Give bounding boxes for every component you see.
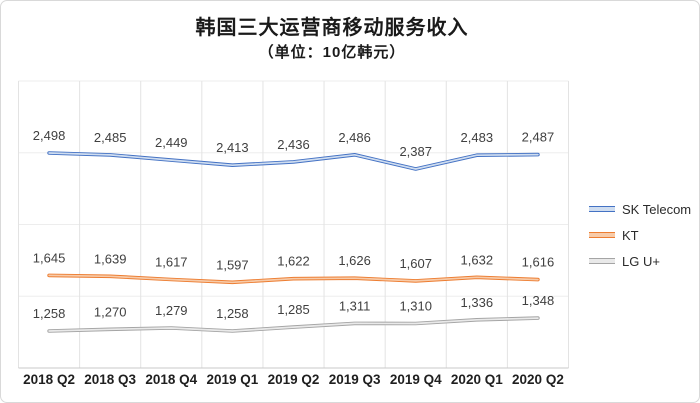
data-label: 2,413 <box>216 140 249 155</box>
x-axis-label: 2020 Q2 <box>512 372 564 387</box>
vertical-gridlines <box>18 81 569 368</box>
series-lg-u <box>47 316 540 333</box>
data-label: 1,285 <box>277 302 310 317</box>
data-labels-lg-u: 1,258 1,270 1,279 1,258 1,285 1,311 1,310 1,336… <box>33 293 554 321</box>
data-label: 2,498 <box>33 128 66 143</box>
legend-label: LG U+ <box>622 253 660 269</box>
series-line-inner-kt <box>48 274 539 284</box>
legend-item-kt: KT <box>589 222 691 248</box>
data-label: 2,436 <box>277 137 310 152</box>
data-label: 2,486 <box>338 130 371 145</box>
data-label: 2,387 <box>399 144 432 159</box>
data-label: 2,483 <box>461 130 494 145</box>
legend: SK Telecom KT LG U+ <box>589 196 691 274</box>
data-label: 2,449 <box>155 135 188 150</box>
data-label: 1,279 <box>155 303 188 318</box>
data-label: 1,270 <box>94 304 127 319</box>
data-label: 1,622 <box>277 254 310 269</box>
data-label: 1,310 <box>399 299 432 314</box>
data-label: 1,258 <box>33 306 66 321</box>
data-label: 1,336 <box>461 295 494 310</box>
data-label: 1,632 <box>461 252 494 267</box>
series-line-inner-sk-telecom <box>48 152 539 170</box>
data-label: 1,626 <box>338 253 371 268</box>
legend-label: KT <box>622 227 639 243</box>
x-axis-label: 2019 Q4 <box>390 372 442 387</box>
x-axis-label: 2018 Q2 <box>23 372 75 387</box>
legend-label: SK Telecom <box>622 201 692 217</box>
chart-title: 韩国三大运营商移动服务收入 <box>195 17 469 39</box>
data-labels-sk-telecom: 2,498 2,485 2,449 2,413 2,436 2,486 2,387 2,483… <box>33 128 554 159</box>
x-axis-label: 2018 Q3 <box>84 372 136 387</box>
data-label: 1,597 <box>216 257 249 272</box>
data-label: 1,645 <box>33 250 66 265</box>
legend-item-sk-telecom: SK Telecom <box>589 196 691 222</box>
x-axis-label: 2019 Q3 <box>329 372 381 387</box>
x-axis-label: 2020 Q1 <box>451 372 503 387</box>
data-label: 2,487 <box>522 130 555 145</box>
series-line-inner-lg-u <box>48 317 539 332</box>
legend-marker-kt <box>589 232 615 238</box>
data-label: 1,617 <box>155 254 188 269</box>
x-axis-label: 2019 Q2 <box>268 372 320 387</box>
series-sk-telecom <box>47 151 540 171</box>
data-label: 1,348 <box>522 293 555 308</box>
data-label: 2,485 <box>94 130 127 145</box>
data-label: 1,258 <box>216 306 249 321</box>
data-label: 1,639 <box>94 251 127 266</box>
legend-marker-sk-telecom <box>589 206 615 212</box>
legend-marker-lg-u <box>589 258 615 264</box>
x-axis-labels: 2018 Q2 2018 Q3 2018 Q4 2019 Q1 2019 Q2 2019 … <box>23 372 564 387</box>
series-kt <box>47 273 540 285</box>
legend-item-lg-u: LG U+ <box>589 248 691 274</box>
data-label: 1,311 <box>339 298 371 313</box>
data-label: 1,607 <box>399 256 432 271</box>
x-axis-label: 2018 Q4 <box>145 372 197 387</box>
data-label: 1,616 <box>522 255 555 270</box>
data-labels-kt: 1,645 1,639 1,617 1,597 1,622 1,626 1,607 1,632… <box>33 250 554 272</box>
horizontal-gridlines <box>18 80 569 297</box>
x-axis-label: 2019 Q1 <box>206 372 258 387</box>
chart-subtitle: （单位：10亿韩元） <box>258 44 406 61</box>
